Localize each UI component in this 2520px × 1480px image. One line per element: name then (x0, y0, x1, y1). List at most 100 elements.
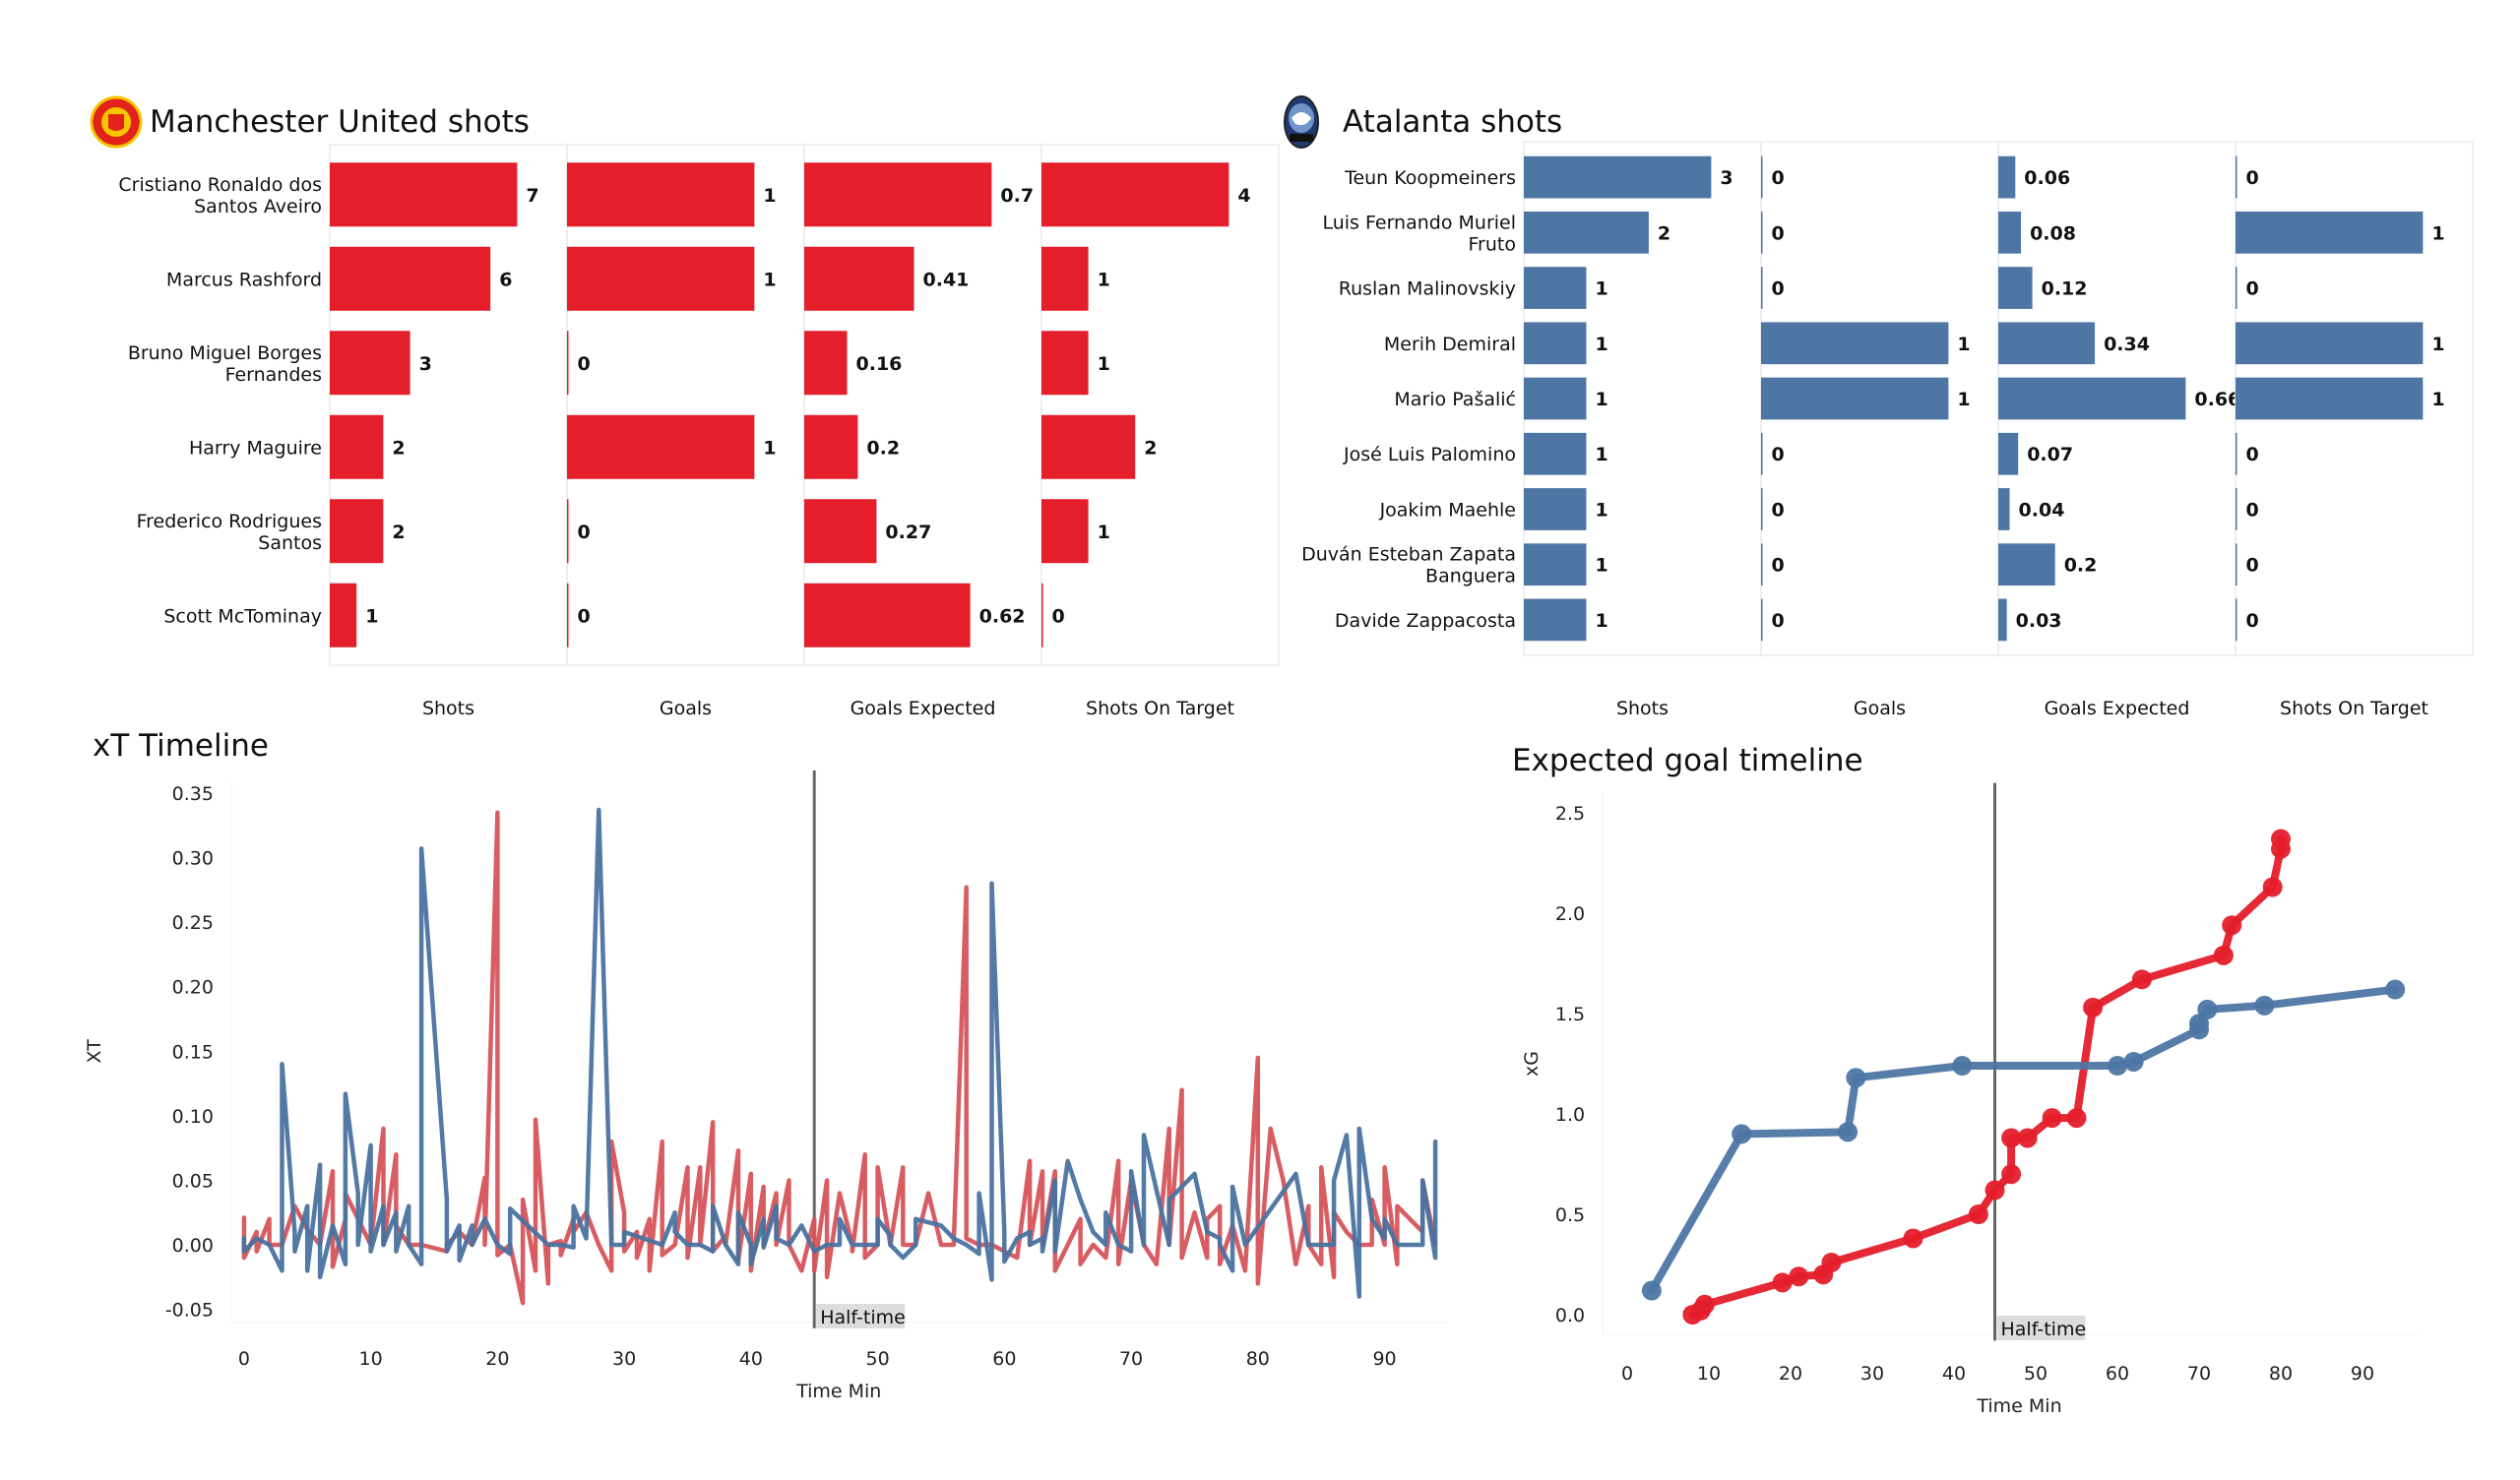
bar-value-label: 0 (1772, 222, 1785, 244)
category-label: Goals (660, 698, 712, 719)
x-axis-label: Time Min (795, 1381, 881, 1402)
x-tick-label: 80 (1246, 1348, 1270, 1370)
y-tick-label: 2.0 (1555, 903, 1585, 925)
bar-value-label: 0.04 (2019, 499, 2065, 521)
bar-shots-on-target (1041, 331, 1089, 396)
atalanta-point (2254, 995, 2275, 1016)
x-tick-label: 50 (865, 1348, 889, 1370)
player-name-label: Marcus Rashford (166, 269, 322, 290)
atalanta-line (241, 807, 1438, 1299)
atalanta-point (1732, 1124, 1752, 1144)
y-tick-label: 0.10 (172, 1106, 214, 1128)
manchester-united-point (2001, 1128, 2022, 1148)
y-tick-label: 0.5 (1555, 1204, 1585, 1226)
bar-value-label: 0 (578, 353, 591, 375)
bar-value-label: 0.34 (2104, 334, 2150, 355)
bar-shots (1524, 598, 1587, 642)
bar-value-label: 2 (392, 522, 405, 543)
bar-value-label: 1 (1595, 610, 1607, 632)
y-tick-label: 0.30 (172, 848, 214, 870)
bar-value-label: 1 (1098, 522, 1110, 543)
bar-value-label: 0 (578, 605, 591, 627)
atalanta-point (2123, 1051, 2144, 1072)
bar-value-label: 0 (1772, 499, 1785, 521)
x-tick-label: 0 (1621, 1363, 1633, 1385)
x-tick-label: 60 (2106, 1363, 2129, 1385)
bar-shots-on-target (2236, 377, 2424, 420)
x-tick-label: 30 (612, 1348, 636, 1370)
bar-value-label: 0 (2246, 278, 2259, 300)
bar-value-label: 1 (2431, 334, 2444, 355)
category-label: Shots (422, 698, 474, 719)
bar-goals-expected (1998, 322, 2096, 365)
x-tick-label: 90 (2351, 1363, 2374, 1385)
manchester-united-point (2213, 945, 2234, 965)
bar-shots (330, 246, 491, 311)
bar-shots (1524, 543, 1587, 586)
bar-value-label: 0.27 (885, 522, 931, 543)
bar-goals (1761, 598, 1763, 642)
bar-goals (567, 246, 755, 311)
manchester-united-point (2042, 1108, 2062, 1129)
bar-value-label: 0.08 (2030, 222, 2076, 244)
bar-shots-on-target (2236, 488, 2237, 530)
y-tick-label: -0.05 (165, 1300, 214, 1322)
y-axis-label: xG (1521, 1051, 1543, 1077)
bar-value-label: 0.03 (2016, 610, 2062, 632)
bar-value-label: 1 (1595, 278, 1607, 300)
player-name-label: Duván Esteban Zapata Banguera (1301, 544, 1516, 587)
bar-goals (1761, 543, 1763, 586)
x-tick-label: 0 (238, 1348, 250, 1370)
bar-shots-on-target (1041, 583, 1043, 648)
bar-value-label: 1 (1957, 334, 1970, 355)
bar-goals (567, 331, 569, 396)
player-name-label: Joakim Maehle (1379, 499, 1516, 521)
bar-shots-on-target (2236, 598, 2237, 642)
manchester-united-point (2262, 877, 2283, 897)
bar-goals (567, 583, 569, 648)
bar-goals-expected (1998, 155, 2016, 199)
bar-shots (330, 583, 357, 648)
bar-goals-expected (1998, 211, 2022, 254)
bar-value-label: 1 (365, 605, 378, 627)
bar-value-label: 3 (419, 353, 432, 375)
bar-value-label: 3 (1720, 167, 1732, 189)
bar-goals (1761, 432, 1763, 475)
bar-value-label: 1 (1595, 334, 1607, 355)
x-tick-label: 30 (1860, 1363, 1884, 1385)
player-name-label: Mario Pašalić (1394, 389, 1516, 410)
bar-value-label: 0.16 (856, 353, 903, 375)
manchester-united-line (241, 810, 1438, 1306)
player-name-label: José Luis Palomino (1343, 444, 1516, 465)
x-axis-label: Time Min (1976, 1395, 2061, 1417)
x-tick-label: 60 (992, 1348, 1016, 1370)
bar-value-label: 0 (2246, 610, 2259, 632)
bar-goals (1761, 488, 1763, 530)
player-name-label: Scott McTominay (163, 605, 322, 627)
bar-value-label: 1 (763, 269, 776, 290)
bar-value-label: 0 (2246, 444, 2259, 465)
bar-shots-on-target (2236, 211, 2424, 254)
bar-shots (1524, 211, 1649, 254)
manchester-united-point (2222, 915, 2242, 936)
bar-goals-expected (1998, 377, 2186, 420)
bar-shots (1524, 155, 1712, 199)
bar-shots (1524, 432, 1587, 475)
bar-value-label: 0.07 (2027, 444, 2073, 465)
player-name-label: Frederico Rodrigues Santos (137, 511, 322, 554)
category-label: Goals Expected (2045, 698, 2190, 719)
bar-value-label: 6 (499, 269, 512, 290)
bar-goals-expected (1998, 598, 2007, 642)
bar-value-label: 1 (1098, 269, 1110, 290)
bar-value-label: 0.66 (2194, 389, 2240, 410)
bar-value-label: 0.2 (866, 437, 900, 459)
atalanta-point (2108, 1056, 2127, 1077)
x-tick-label: 10 (359, 1348, 383, 1370)
bar-shots (330, 499, 384, 564)
bar-goals-expected (1998, 488, 2010, 530)
bar-value-label: 2 (1144, 437, 1157, 459)
bar-goals (1761, 267, 1763, 309)
player-name-label: Luis Fernando Muriel Fruto (1322, 212, 1516, 255)
bar-value-label: 1 (1595, 555, 1607, 577)
bar-goals-expected (1998, 543, 2055, 586)
